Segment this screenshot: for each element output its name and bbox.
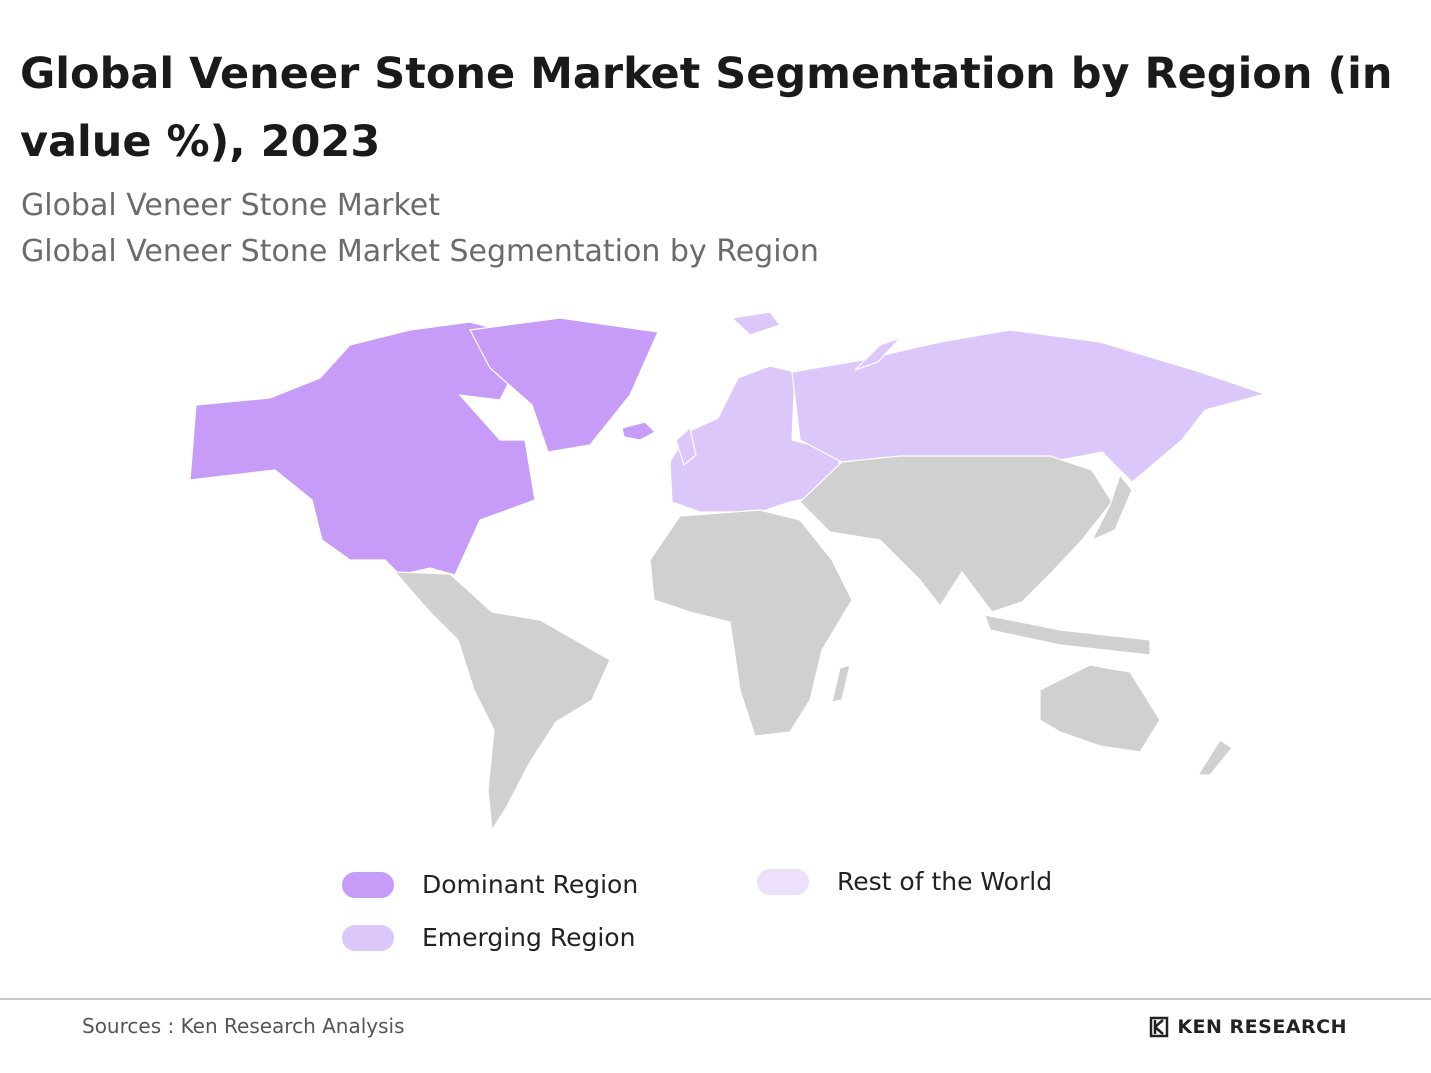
arctic-islands xyxy=(730,311,781,336)
legend-item: Rest of the World xyxy=(757,867,1052,896)
logo: KEN RESEARCH xyxy=(1149,1016,1347,1038)
north-america xyxy=(189,321,536,576)
indonesia xyxy=(984,614,1151,656)
divider xyxy=(0,998,1431,1000)
logo-text: KEN RESEARCH xyxy=(1177,1016,1347,1038)
asia xyxy=(799,455,1113,613)
legend-swatch xyxy=(342,871,394,898)
legend-swatch xyxy=(342,924,394,951)
legend-label: Rest of the World xyxy=(837,867,1053,896)
world-map xyxy=(189,311,1268,832)
subtitle: Global Veneer Stone Market Segmentation … xyxy=(21,234,819,269)
madagascar xyxy=(831,664,851,703)
legend-item: Emerging Region xyxy=(342,923,635,952)
africa xyxy=(649,509,853,737)
greenland xyxy=(469,317,659,453)
uk xyxy=(675,426,697,467)
legend-item: Dominant Region xyxy=(342,870,638,899)
source: Sources : Ken Research Analysis xyxy=(82,1014,405,1038)
legend-label: Emerging Region xyxy=(422,923,636,952)
legend-label: Dominant Region xyxy=(422,870,639,899)
title: Global Veneer Stone Market Segmentation … xyxy=(20,49,1393,167)
subtitle: Global Veneer Stone Market xyxy=(21,188,440,223)
latin-america xyxy=(393,571,611,832)
logo-icon xyxy=(1150,1016,1169,1038)
australia xyxy=(1039,664,1161,753)
legend-swatch xyxy=(757,868,809,895)
japan xyxy=(1090,473,1133,542)
iceland xyxy=(621,421,656,441)
arctic-islands xyxy=(854,337,901,371)
new-zealand xyxy=(1196,739,1233,776)
